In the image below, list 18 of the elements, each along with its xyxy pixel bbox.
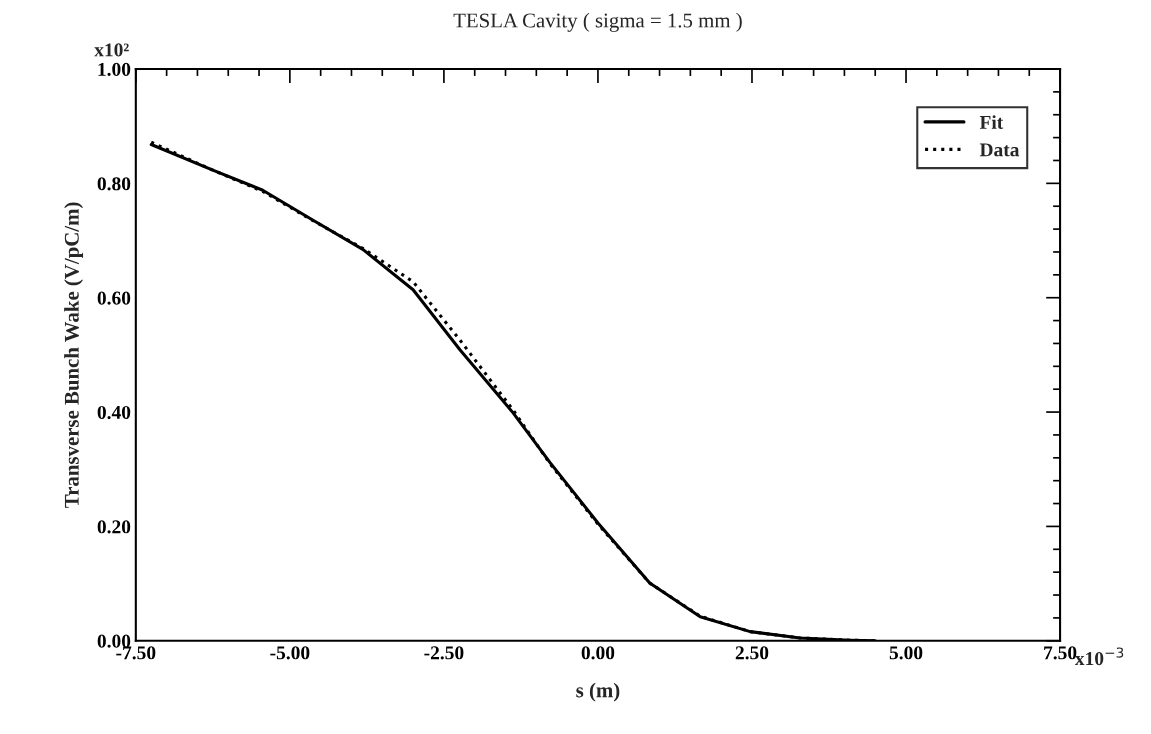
x-axis-title: s (m) <box>576 682 620 702</box>
y-tick-label: 0.60 <box>97 291 131 305</box>
text: x10² <box>94 43 129 57</box>
y-tick-label: 0.80 <box>97 177 131 191</box>
chart-title: TESLA Cavity ( sigma = 1.5 mm ) <box>453 12 742 32</box>
y-axis-title: Transverse Bunch Wake (V/pC/m) <box>64 202 84 508</box>
legend-label: Fit <box>979 115 1004 129</box>
x-tick-label: -2.50 <box>424 646 464 660</box>
x-tick-label: -5.00 <box>270 646 310 660</box>
y-tick-label: 0.40 <box>97 405 131 420</box>
y-tick-label: 0.20 <box>97 520 131 534</box>
x-tick-label: 0.00 <box>581 646 615 660</box>
x-tick-label: 2.50 <box>735 646 769 660</box>
x-tick-label: -7.50 <box>116 646 156 660</box>
y-tick-label: 1.00 <box>98 62 131 77</box>
x-tick-label: 5.00 <box>889 646 923 660</box>
y-tick-label: 0.00 <box>97 634 131 648</box>
legend-label: Data <box>979 143 1020 157</box>
